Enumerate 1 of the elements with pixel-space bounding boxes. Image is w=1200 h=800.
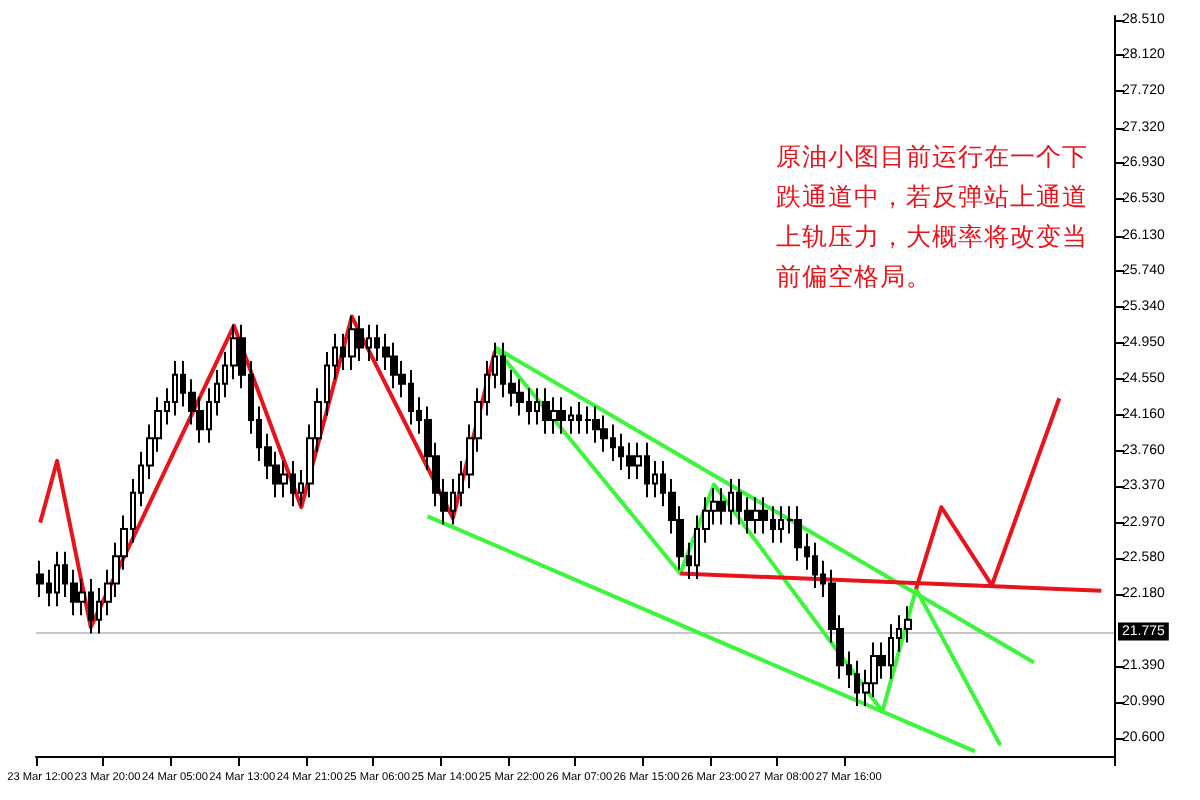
annotation: 原油小图目前运行在一个下跌通道中，若反弹站上通道上轨压力，大概率将改变当前偏空格局。 — [776, 141, 1088, 291]
